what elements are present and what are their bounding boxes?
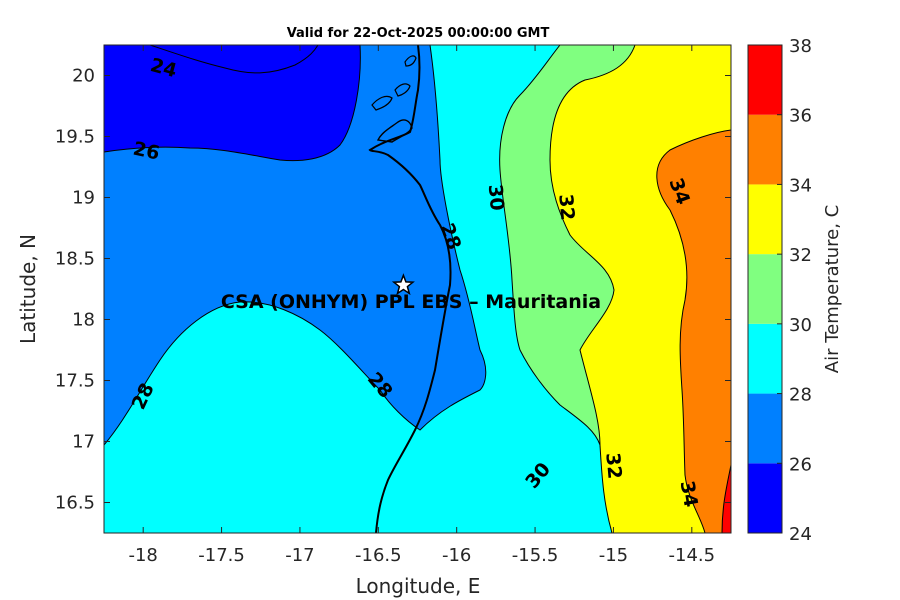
contour-label-32: 32 [601,452,625,480]
colorbar-swatch [748,45,782,115]
colorbar: 24 26 28 30 32 34 36 38 [747,36,812,545]
band-24-26 [104,45,361,162]
y-tick-label: 19.5 [55,127,95,148]
colorbar-swatch [748,184,782,255]
y-tick-label: 18.5 [55,249,95,270]
y-tick-label: 18 [72,310,95,331]
chart-title: Valid for 22-Oct-2025 00:00:00 GMT [287,26,550,41]
x-tick-label: -15.5 [512,545,559,566]
colorbar-tick-label: 30 [789,315,812,336]
contour-label-26: 26 [131,138,161,165]
colorbar-tick-label: 36 [789,106,812,127]
colorbar-swatch [748,323,782,394]
colorbar-tick-label: 24 [789,524,812,545]
x-tick-label: -18 [128,545,157,566]
plot-frame [103,44,732,534]
island-small [371,95,393,111]
x-tick-label: -16.5 [355,545,402,566]
y-tick-label: 19 [72,188,95,209]
x-tick-label: -14.5 [669,545,716,566]
y-tick-label: 17 [72,432,95,453]
colorbar-tick-label: 26 [789,454,812,475]
colorbar-tick-label: 28 [789,385,812,406]
contour-line-24 [149,45,319,74]
x-tick-label: -17.5 [198,545,245,566]
colorbar-swatch [748,463,782,533]
colorbar-tick-label: 34 [789,175,812,196]
island [376,119,413,143]
colorbar-swatch [748,254,782,324]
colorbar-label: Air Temperature, C [822,205,843,373]
contour-label-30: 30 [484,183,508,211]
colorbar-swatch [748,114,782,185]
y-tick-label: 16.5 [55,493,95,514]
colorbar-tick-label: 32 [789,245,812,266]
x-tick-label: -16 [442,545,471,566]
band-34-36 [656,129,731,533]
colorbar-tick-label: 38 [789,36,812,57]
x-axis-ticks: -18 -17.5 -17 -16.5 -16 -15.5 -15 -14.5 [128,45,715,566]
colorbar-frame [747,44,783,534]
island-small-2 [394,83,411,97]
y-tick-label: 17.5 [55,371,95,392]
contour-label-34: 34 [676,479,702,509]
x-tick-label: -15 [599,545,628,566]
contour-label-32: 32 [554,193,578,221]
y-axis-label: Latitude, N [16,234,40,344]
station-star-icon [391,273,415,296]
island-small-3 [404,55,417,67]
y-tick-label: 20 [72,66,95,87]
x-axis-label: Longitude, E [356,574,481,598]
x-tick-label: -17 [285,545,314,566]
station-label: CSA (ONHYM) PPL EBS – Mauritania [221,291,601,313]
y-axis-ticks: 16.5 17 17.5 18 18.5 19 19.5 20 [55,66,731,514]
colorbar-swatch [748,393,782,464]
